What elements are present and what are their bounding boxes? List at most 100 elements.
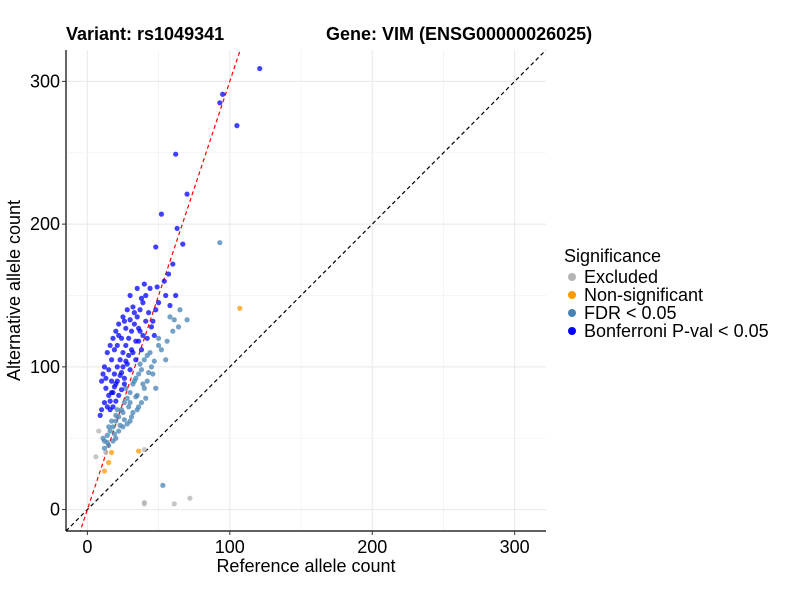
data-point-series-3 <box>257 65 263 72</box>
data-point-series-2 <box>175 324 182 330</box>
data-point-series-2 <box>123 385 129 391</box>
data-point-series-3 <box>114 378 120 384</box>
data-point-series-2 <box>106 424 112 430</box>
data-point-series-2 <box>140 381 146 387</box>
data-point-series-3 <box>217 100 223 106</box>
y-tick-label: 300 <box>30 71 60 91</box>
data-point-series-2 <box>116 428 122 434</box>
data-point-series-2 <box>104 432 110 438</box>
x-tick-label: 100 <box>215 537 245 557</box>
data-point-series-3 <box>146 310 152 316</box>
data-point-series-2 <box>147 349 153 356</box>
data-point-series-2 <box>167 314 173 320</box>
data-point-series-3 <box>114 342 120 349</box>
data-point-series-3 <box>120 314 126 320</box>
data-point-series-3 <box>127 367 133 373</box>
data-point-series-2 <box>131 378 137 384</box>
legend-label-non-significant: Non-significant <box>584 284 704 305</box>
data-point-series-2 <box>171 317 177 323</box>
data-point-series-2 <box>120 409 126 416</box>
data-point-series-3 <box>121 375 127 381</box>
data-point-series-2 <box>138 367 145 373</box>
data-point-series-3 <box>99 407 105 413</box>
data-point-series-3 <box>117 372 123 379</box>
data-point-series-0 <box>171 501 177 507</box>
data-point-series-2 <box>121 417 127 423</box>
data-point-series-3 <box>106 367 112 373</box>
data-point-series-2 <box>117 422 123 428</box>
data-point-series-3 <box>158 211 165 217</box>
data-point-series-2 <box>126 404 132 410</box>
data-point-series-2 <box>144 378 150 384</box>
data-point-series-3 <box>104 349 110 356</box>
data-point-series-0 <box>187 495 193 501</box>
data-point-series-3 <box>150 318 156 324</box>
data-point-series-3 <box>141 281 147 287</box>
legend-item-fdr: FDR < 0.05 <box>564 302 769 323</box>
data-point-series-3 <box>153 307 159 313</box>
data-point-series-2 <box>138 399 145 406</box>
data-point-series-2 <box>124 421 130 427</box>
data-point-series-2 <box>110 438 116 444</box>
data-point-series-2 <box>163 357 169 363</box>
legend-item-bonferroni: Bonferroni P-val < 0.05 <box>564 321 769 341</box>
y-tick-label: 0 <box>50 500 60 520</box>
data-point-series-3 <box>108 389 115 396</box>
data-point-series-2 <box>155 342 162 349</box>
legend-item-excluded: Excluded <box>564 266 769 287</box>
data-point-series-2 <box>113 418 119 424</box>
legend: Significance Excluded Non-significant FD… <box>564 246 769 341</box>
x-axis-title: Reference allele count <box>216 556 395 576</box>
data-point-series-3 <box>137 307 143 313</box>
reference-line-fit <box>79 50 241 531</box>
data-point-series-3 <box>126 352 132 359</box>
data-point-series-3 <box>118 387 125 393</box>
data-point-series-2 <box>217 240 223 246</box>
legend-dot-excluded <box>568 273 576 281</box>
legend-label-fdr: FDR < 0.05 <box>584 302 677 323</box>
data-point-series-2 <box>121 399 127 406</box>
data-point-series-0 <box>103 449 109 456</box>
legend-dot-non-significant <box>568 291 576 299</box>
data-point-series-3 <box>117 357 123 363</box>
data-point-series-0 <box>141 447 147 453</box>
data-point-series-3 <box>131 310 137 316</box>
legend-dot-bonferroni <box>568 327 576 335</box>
data-point-series-3 <box>108 357 115 363</box>
data-point-series-2 <box>110 424 116 430</box>
data-point-series-3 <box>163 292 169 299</box>
data-point-series-3 <box>101 399 108 406</box>
legend-label-excluded: Excluded <box>584 266 659 287</box>
data-point-series-3 <box>147 285 153 291</box>
data-point-series-2 <box>124 395 130 401</box>
data-point-series-3 <box>127 317 133 323</box>
data-point-series-2 <box>114 407 120 413</box>
data-point-series-2 <box>113 412 119 418</box>
data-point-series-3 <box>130 304 136 310</box>
data-point-series-2 <box>136 404 142 410</box>
data-point-series-3 <box>111 384 118 390</box>
data-point-series-3 <box>116 321 122 327</box>
y-axis-title: Alternative allele count <box>4 200 24 381</box>
data-point-series-3 <box>110 404 116 410</box>
data-point-series-3 <box>100 371 106 377</box>
data-point-series-2 <box>108 418 115 424</box>
data-point-series-3 <box>126 335 132 341</box>
data-point-series-3 <box>97 412 103 418</box>
data-point-series-2 <box>128 414 135 420</box>
y-tick-label: 100 <box>30 357 60 377</box>
data-point-series-2 <box>143 395 149 401</box>
data-point-series-3 <box>107 398 113 404</box>
data-point-series-3 <box>101 364 108 370</box>
data-point-series-0 <box>141 501 147 507</box>
data-point-series-3 <box>140 332 146 339</box>
data-point-series-3 <box>108 378 115 384</box>
data-point-series-2 <box>148 364 155 370</box>
x-tick-label: 200 <box>357 537 387 557</box>
legend-item-non-significant: Non-significant <box>564 284 769 305</box>
data-point-series-3 <box>154 284 160 290</box>
data-point-series-2 <box>153 385 159 391</box>
data-point-series-3 <box>138 295 145 301</box>
data-point-series-3 <box>120 349 126 356</box>
